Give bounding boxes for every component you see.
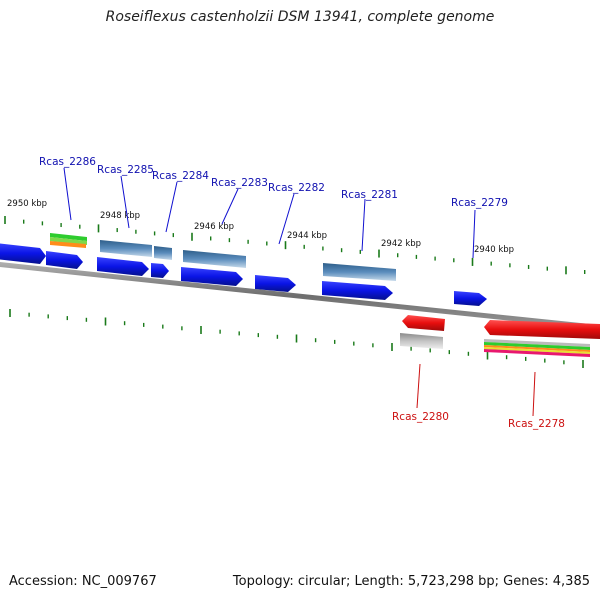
- genome-summary-text: Topology: circular; Length: 5,723,298 bp…: [232, 574, 590, 589]
- gene-label-rcas-2280[interactable]: Rcas_2280: [392, 411, 449, 423]
- reverse-label-leaders: [416, 363, 536, 417]
- gene-label-rcas-2286[interactable]: Rcas_2286: [39, 156, 96, 168]
- gene-arrow-rcas-2285[interactable]: [97, 257, 149, 276]
- gene-label-rcas-2284[interactable]: Rcas_2284: [152, 170, 209, 182]
- genome-title: Roseiflexus castenholzii DSM 13941, comp…: [105, 9, 495, 25]
- feature-domain-rcas-2278[interactable]: [484, 339, 590, 357]
- gene-arrow-rcas-2279[interactable]: [454, 291, 487, 306]
- gene-label-rcas-2285[interactable]: Rcas_2285: [97, 164, 154, 176]
- gene-label-rcas-2279[interactable]: Rcas_2279: [451, 197, 508, 209]
- gene-arrow-rcas-2282[interactable]: [255, 275, 296, 292]
- gene-arrow-rcas-2281[interactable]: [322, 281, 393, 300]
- feature-domain-rcas-2284[interactable]: [154, 246, 172, 260]
- tick-label-2950: 2950 kbp: [7, 199, 47, 209]
- gene-label-rcas-2281[interactable]: Rcas_2281: [341, 189, 398, 201]
- forward-label-leaders: [63, 167, 476, 259]
- feature-domain-rcas-2281[interactable]: [323, 263, 396, 281]
- gene-label-rcas-2282[interactable]: Rcas_2282: [268, 182, 325, 194]
- gene-arrow-rcas-2284[interactable]: [151, 263, 169, 278]
- feature-domain-rcas-2285[interactable]: [100, 240, 152, 257]
- feature-domain-rcas-2280[interactable]: [400, 333, 443, 349]
- feature-domain-rcas-2283[interactable]: [183, 250, 246, 268]
- gene-arrow-rcas-2287[interactable]: [0, 243, 46, 264]
- tick-label-2942: 2942 kbp: [381, 239, 421, 249]
- gene-arrow-rcas-2280[interactable]: [402, 315, 445, 331]
- tick-label-2948: 2948 kbp: [100, 211, 140, 221]
- gene-arrow-rcas-2278[interactable]: [484, 320, 600, 339]
- gene-arrow-rcas-2286[interactable]: [46, 251, 83, 269]
- genome-backbone: [0, 262, 600, 330]
- gene-arrow-rcas-2283[interactable]: [181, 267, 243, 286]
- feature-domain-rcas-2286[interactable]: [50, 233, 87, 248]
- gene-label-rcas-2283[interactable]: Rcas_2283: [211, 177, 268, 189]
- tick-label-2940: 2940 kbp: [474, 245, 514, 255]
- tick-label-2946: 2946 kbp: [194, 222, 234, 232]
- accession-text: Accession: NC_009767: [9, 574, 157, 589]
- forward-tick-track: [4, 216, 586, 275]
- reverse-tick-track: [9, 309, 584, 368]
- gene-label-rcas-2278[interactable]: Rcas_2278: [508, 418, 565, 430]
- tick-label-2944: 2944 kbp: [287, 231, 327, 241]
